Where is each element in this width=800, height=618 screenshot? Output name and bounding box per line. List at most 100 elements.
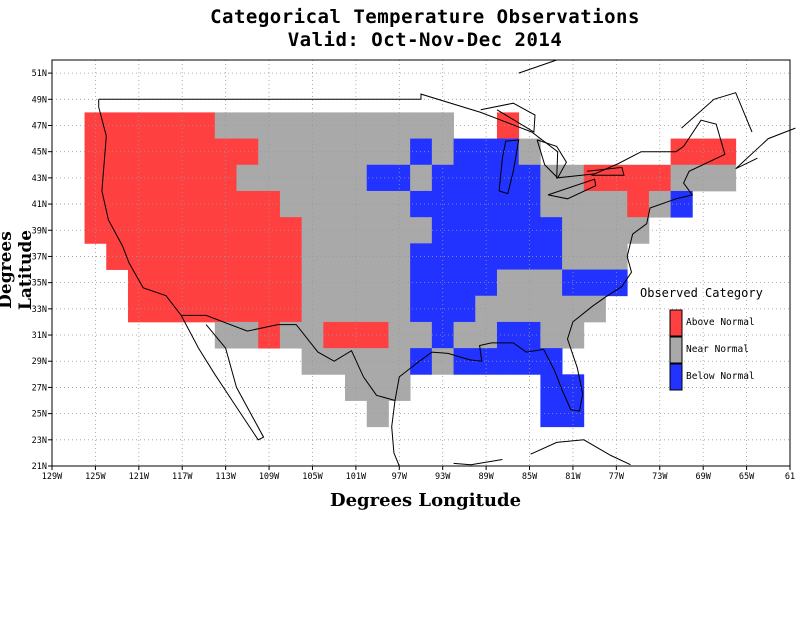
grid-cell (84, 138, 107, 166)
x-axis-ticks: 129W 125W 121W 117W 113W 109W 105W 101W 97W 93W 89… (42, 466, 795, 482)
grid-cell (475, 138, 498, 166)
grid-cell (475, 321, 498, 349)
grid-cell (692, 164, 715, 192)
geographic-outlines (98, 59, 796, 467)
grid-cell (214, 269, 237, 297)
grid-cell (258, 164, 281, 192)
grid-cell (388, 295, 411, 323)
grid-cell (323, 217, 346, 244)
grid-cell (236, 190, 259, 218)
grid-cell (410, 112, 433, 139)
grid-cell (714, 164, 737, 192)
cuba-coast (530, 439, 631, 466)
grid-cell (410, 138, 433, 166)
x-tick-label: 93W (435, 472, 451, 482)
grid-cell (236, 138, 259, 166)
grid-cell (323, 164, 346, 192)
grid-cell (106, 243, 129, 270)
grid-cell (127, 164, 151, 192)
grid-cell (127, 269, 151, 297)
grid-cell (583, 295, 606, 323)
y-tick-label: 37N (32, 252, 47, 262)
grid-cell (562, 295, 585, 323)
grid-cell (279, 190, 303, 218)
grid-cell (583, 269, 606, 297)
grid-cell (279, 243, 303, 270)
grid-cell (431, 321, 454, 349)
grid-cell (627, 190, 650, 218)
grid-cell (518, 138, 541, 166)
grid-cell (518, 295, 541, 323)
grid-cell (648, 164, 672, 192)
grid-cell (540, 295, 563, 323)
y-tick-label: 31N (32, 331, 47, 341)
grid-cell (236, 217, 259, 244)
grid-cell (670, 190, 693, 218)
y-tick-label: 35N (32, 279, 47, 289)
grid-cell (562, 321, 585, 349)
grid-cell (279, 164, 303, 192)
grid-cell (106, 112, 129, 139)
grid-cell (106, 190, 129, 218)
grid-cell (540, 400, 563, 428)
grid-cell (714, 138, 737, 166)
grid-cell (236, 164, 259, 192)
grid-cell (258, 138, 281, 166)
grid-cell (366, 321, 389, 349)
grid-cell (366, 217, 389, 244)
grid-cell (323, 190, 346, 218)
lake-ontario (586, 166, 625, 176)
grid-cell (279, 321, 303, 349)
x-tick-label: 117W (172, 472, 193, 482)
nova-scotia (735, 127, 796, 170)
x-tick-label: 125W (85, 472, 106, 482)
grid-cell (127, 138, 151, 166)
y-tick-label: 33N (32, 305, 47, 315)
category-grid (84, 112, 737, 428)
grid-cell (388, 321, 411, 349)
grid-cell (323, 138, 346, 166)
grid-cell (171, 217, 194, 244)
grid-cell (518, 269, 541, 297)
grid-cell (431, 295, 454, 323)
grid-cell (388, 269, 411, 297)
baja-coast (180, 315, 265, 441)
legend-title: Observed Category (640, 286, 763, 300)
grid-cell (366, 138, 389, 166)
x-tick-label: 113W (215, 472, 236, 482)
grid-cell (518, 321, 541, 349)
grid-cell (258, 321, 281, 349)
x-tick-label: 129W (42, 472, 63, 482)
grid-cell (583, 243, 606, 270)
legend-label: Near Normal (686, 344, 749, 355)
x-tick-label: 105W (302, 472, 323, 482)
lake-superior (480, 102, 536, 133)
grid-cell (258, 217, 281, 244)
lake-erie (547, 178, 597, 200)
legend-swatch (669, 309, 683, 337)
grid-cell (366, 164, 389, 192)
grid-cell (236, 295, 259, 323)
grid-cell (388, 217, 411, 244)
chart-title-line2: Valid: Oct-Nov-Dec 2014 (287, 29, 563, 51)
y-tick-label: 27N (32, 383, 47, 393)
grid-cell (214, 164, 237, 192)
grid-cell (583, 164, 606, 192)
grid-cell (475, 217, 498, 244)
grid-cell (540, 348, 563, 375)
grid-cell (562, 269, 585, 297)
y-tick-label: 25N (32, 410, 47, 420)
grid-cell (475, 164, 498, 192)
grid-cell (540, 269, 563, 297)
chart-title-line1: Categorical Temperature Observations (210, 6, 640, 28)
grid-cell (214, 217, 237, 244)
grid-cell (562, 400, 585, 428)
x-tick-label: 65W (739, 472, 755, 482)
grid-cell (540, 217, 563, 244)
grid-cell (475, 269, 498, 297)
grid-cell (258, 269, 281, 297)
grid-cell (236, 321, 259, 349)
y-tick-label: 51N (32, 69, 47, 79)
grid-cell (562, 217, 585, 244)
grid-cell (236, 112, 259, 139)
